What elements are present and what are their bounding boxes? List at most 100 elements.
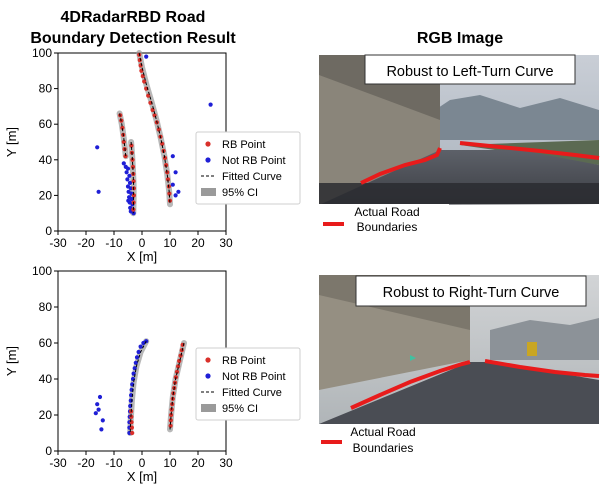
not-rb-point	[144, 54, 149, 59]
not-rb-point	[100, 418, 105, 423]
rb-point	[120, 125, 125, 130]
rb-point	[129, 143, 134, 148]
not-rb-point	[123, 164, 128, 169]
not-rb-point	[96, 407, 101, 412]
photo-bottom-legend-line1: Actual Road	[350, 425, 415, 439]
not-rb-point	[136, 349, 141, 355]
not-rb-point	[125, 177, 130, 182]
legend-label: Fitted Curve	[222, 387, 282, 399]
y-tick-label: 80	[39, 82, 53, 96]
photo-top-caption: Robust to Left-Turn Curve	[386, 64, 553, 80]
photo-bottom-legend-line2: Boundaries	[353, 441, 414, 455]
y-axis-label: Y [m]	[4, 127, 19, 157]
y-tick-label: 100	[32, 264, 52, 278]
chart-bottom: -30 -20 -10 0 10 20 30 0 20 40 60 80 100 X [m] Y [m] RB…	[4, 264, 301, 484]
y-tick-label: 0	[45, 444, 52, 458]
not-rb-point	[127, 180, 133, 185]
photo-left-turn: Robust to Left-Turn Curve Actual Road Bo…	[319, 54, 600, 240]
x-tick-label: 0	[139, 236, 146, 250]
rb-point	[129, 420, 134, 425]
legend-label: 95% CI	[222, 187, 258, 199]
y-tick-label: 80	[39, 300, 53, 314]
not-rb-point	[133, 360, 138, 365]
rb-point	[178, 353, 183, 358]
x-axis-label: X [m]	[127, 249, 157, 264]
rb-point	[160, 141, 165, 146]
left-title-line1: 4DRadarRBD Road	[61, 9, 206, 26]
legend-label: RB Point	[222, 355, 265, 367]
not-rb-point	[141, 340, 146, 346]
not-rb-point	[173, 193, 178, 198]
rb-point	[142, 79, 147, 84]
rb-point	[179, 348, 184, 353]
photo-top-caption-box	[364, 54, 576, 85]
rb-point	[137, 58, 142, 63]
rb-point	[174, 369, 180, 374]
rb-point	[165, 177, 171, 182]
not-rb-point	[134, 355, 140, 360]
legend-ci-marker	[201, 188, 216, 196]
legend-rb-marker	[205, 141, 211, 147]
x-tick-label: 30	[219, 456, 233, 470]
x-tick-label: 20	[191, 236, 205, 250]
rb-point	[123, 154, 128, 159]
right-title: RGB Image	[417, 30, 503, 47]
not-rb-point	[99, 427, 104, 432]
not-rb-point	[96, 189, 101, 194]
x-tick-label: -20	[77, 456, 95, 470]
rb-point	[156, 127, 161, 132]
y-tick-label: 100	[32, 46, 52, 60]
not-rb-point	[170, 182, 175, 187]
legend-box	[195, 347, 301, 421]
photo-bottom-caption: Robust to Right-Turn Curve	[383, 285, 560, 301]
legend-ci-marker	[201, 404, 216, 412]
x-tick-label: 10	[163, 456, 177, 470]
photo-top-legend-line1: Actual Road	[354, 205, 419, 219]
legend-box	[195, 131, 301, 205]
x-tick-label: 30	[219, 236, 233, 250]
legend-label: Not RB Point	[222, 155, 286, 167]
rb-point	[131, 179, 136, 184]
chart-top: -30 -20 -10 0 10 20 30 0 20 40 60 80 100 X [m] Y [m] RB…	[4, 46, 301, 264]
legend-label: Fitted Curve	[222, 171, 282, 183]
legend-rb-marker	[205, 357, 211, 363]
x-tick-label: 10	[163, 236, 177, 250]
photo-bottom-caption-box	[355, 275, 587, 307]
x-tick-label: -10	[105, 236, 123, 250]
x-tick-label: 0	[139, 456, 146, 470]
legend-not-rb-marker	[205, 373, 211, 379]
x-tick-label: -20	[77, 236, 95, 250]
rb-point	[130, 164, 136, 169]
not-rb-point	[173, 170, 178, 175]
y-tick-label: 20	[39, 188, 53, 202]
not-rb-point	[176, 189, 181, 194]
rb-point	[131, 193, 136, 198]
not-rb-point	[93, 411, 98, 416]
not-rb-point	[121, 161, 126, 166]
y-axis-label: Y [m]	[4, 346, 19, 376]
y-tick-label: 0	[45, 224, 52, 238]
x-tick-label: 20	[191, 456, 205, 470]
not-rb-point	[138, 344, 143, 349]
not-rb-point	[97, 394, 103, 400]
rb-point	[121, 139, 126, 145]
y-tick-label: 40	[39, 153, 53, 167]
y-tick-label: 20	[39, 408, 53, 422]
not-rb-point	[126, 198, 131, 203]
rb-point	[169, 412, 174, 418]
rb-point	[162, 155, 168, 161]
not-rb-point	[124, 170, 129, 175]
legend-not-rb-marker	[205, 157, 211, 163]
not-rb-point	[129, 196, 134, 202]
fitted-curve	[129, 340, 147, 434]
not-rb-point	[170, 154, 175, 159]
left-title-line2: Boundary Detection Result	[30, 30, 236, 47]
not-rb-point	[95, 145, 100, 150]
rb-point	[168, 423, 173, 428]
not-rb-point	[95, 402, 100, 407]
y-tick-label: 60	[39, 336, 53, 350]
not-rb-point	[208, 102, 213, 107]
y-tick-label: 40	[39, 372, 53, 386]
rb-point	[167, 191, 172, 196]
x-tick-label: -30	[49, 456, 67, 470]
